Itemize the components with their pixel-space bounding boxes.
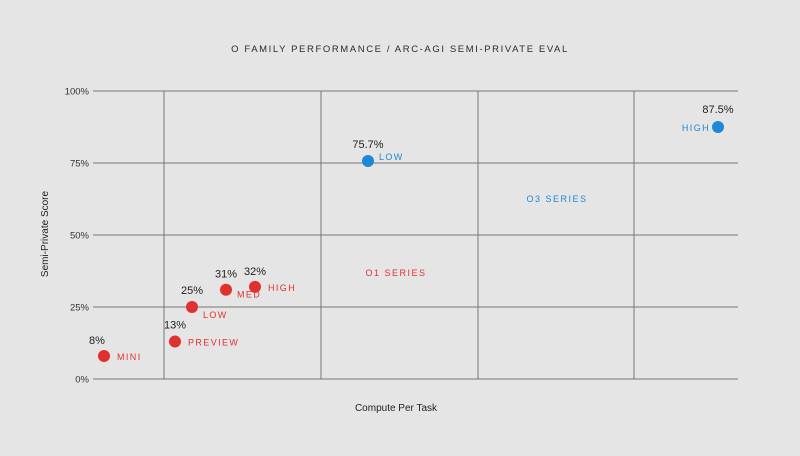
y-tick-label: 100% — [65, 87, 90, 98]
point-name-label: LOW — [203, 310, 228, 320]
y-tick-label: 0% — [75, 375, 89, 386]
series-label: O1 SERIES — [365, 268, 426, 278]
point-name-label: LOW — [379, 152, 404, 162]
x-axis-label: Compute Per Task — [355, 403, 438, 414]
data-value-label: 8% — [89, 335, 105, 347]
y-tick-label: 50% — [70, 231, 90, 242]
point-name-label: PREVIEW — [188, 338, 239, 348]
y-tick-label: 75% — [70, 159, 90, 170]
data-value-label: 75.7% — [352, 139, 383, 151]
data-points: 8%MINI13%PREVIEW25%LOW31%MED32%HIGH75.7%… — [89, 104, 734, 362]
data-point — [712, 121, 724, 133]
data-point — [169, 335, 181, 348]
data-point — [362, 154, 374, 167]
data-value-label: 25% — [181, 285, 203, 297]
data-point — [249, 280, 261, 293]
data-point — [186, 301, 198, 313]
point-name-label: MINI — [117, 352, 142, 362]
data-value-label: 31% — [215, 269, 237, 281]
point-name-label: HIGH — [682, 123, 710, 133]
point-name-label: HIGH — [268, 283, 296, 293]
data-value-label: 13% — [164, 320, 186, 332]
chart-title: O FAMILY PERFORMANCE / ARC-AGI SEMI-PRIV… — [231, 44, 569, 55]
point-name-label: MED — [237, 290, 261, 300]
data-point — [98, 349, 110, 362]
data-point — [220, 283, 232, 296]
y-axis-label: Semi-Private Score — [40, 190, 51, 277]
y-tick-label: 25% — [70, 303, 90, 314]
series-labels: O1 SERIES O3 SERIES — [365, 194, 587, 278]
data-value-label: 87.5% — [702, 104, 733, 116]
series-label: O3 SERIES — [526, 194, 587, 204]
data-value-label: 32% — [244, 266, 266, 278]
grid — [93, 90, 738, 380]
y-axis-ticks: 0% 25% 50% 75% 100% — [65, 87, 90, 386]
